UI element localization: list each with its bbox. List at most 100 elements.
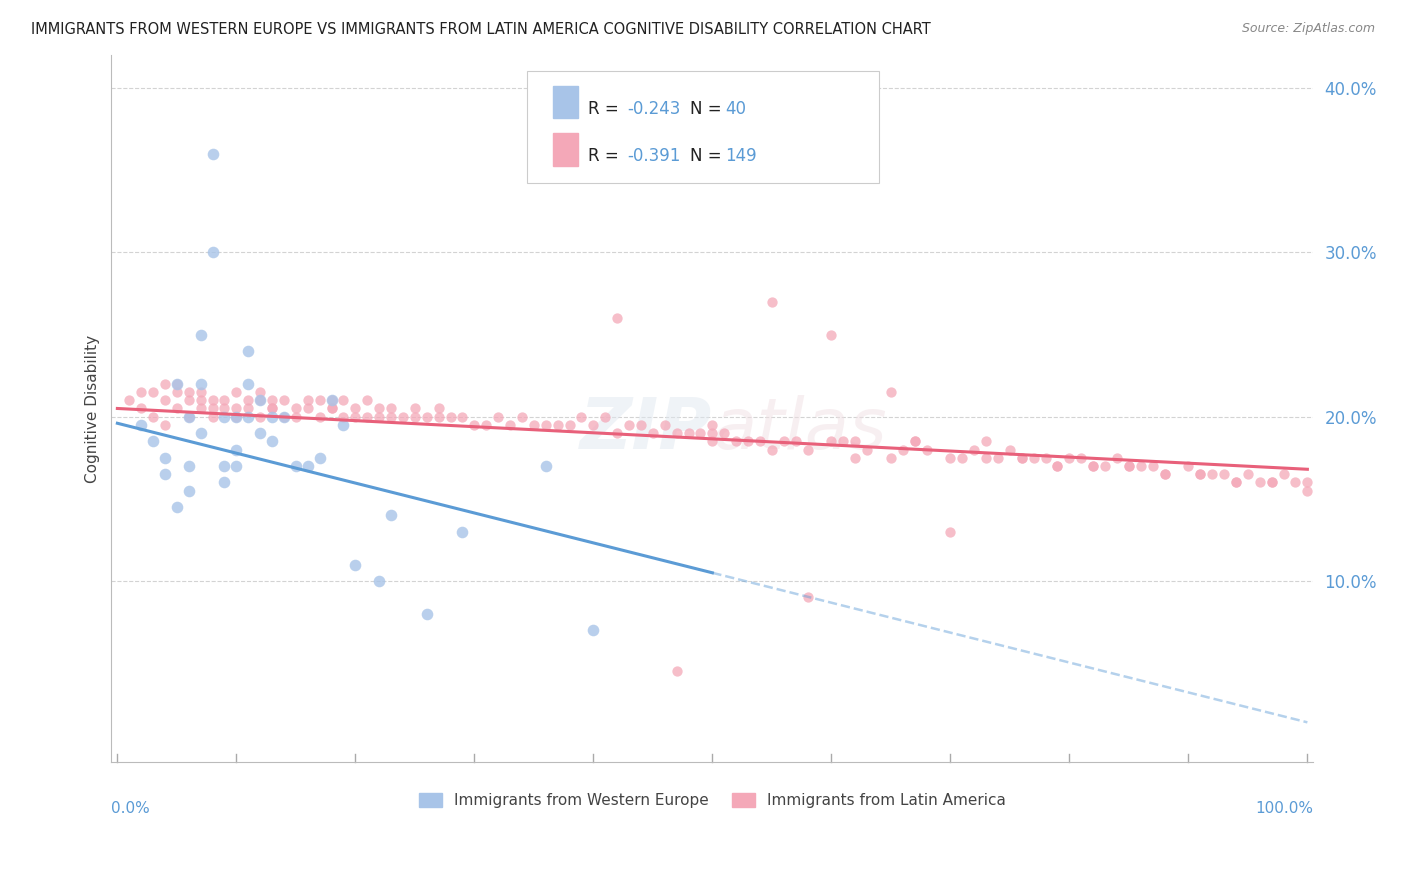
Point (1284, 475, 1306, 490)
Point (177, 393, 200, 408)
Point (177, 409, 200, 424)
Text: Source: ZipAtlas.com: Source: ZipAtlas.com (1241, 22, 1375, 36)
Point (820, 327, 842, 342)
Text: ZIP: ZIP (581, 395, 713, 464)
Point (689, 426, 711, 441)
Point (749, 434, 772, 449)
Point (129, 384, 152, 399)
Point (1225, 475, 1247, 490)
Point (1129, 458, 1152, 473)
Point (201, 245, 224, 260)
Text: -0.243: -0.243 (627, 100, 681, 118)
Point (939, 524, 962, 539)
Point (1011, 450, 1033, 465)
Point (796, 591, 818, 605)
Point (262, 409, 284, 424)
Point (356, 409, 378, 424)
Point (630, 417, 652, 432)
Point (404, 409, 426, 424)
Point (1046, 458, 1069, 473)
Point (273, 409, 295, 424)
Point (416, 409, 439, 424)
Text: -0.391: -0.391 (627, 147, 681, 165)
Point (201, 146, 224, 161)
Point (463, 417, 485, 432)
Point (321, 393, 343, 408)
Point (332, 393, 354, 408)
Point (332, 417, 354, 432)
Point (249, 384, 271, 399)
Point (142, 384, 165, 399)
Point (963, 442, 986, 457)
Point (262, 393, 284, 408)
Point (761, 442, 783, 457)
Point (665, 426, 688, 441)
Point (915, 442, 938, 457)
Point (238, 376, 260, 391)
Point (1260, 475, 1282, 490)
Point (1035, 450, 1057, 465)
Point (238, 409, 260, 424)
Point (262, 401, 284, 416)
Point (1059, 450, 1081, 465)
Point (332, 409, 354, 424)
Text: R =: R = (588, 147, 624, 165)
Point (284, 409, 307, 424)
Point (510, 409, 533, 424)
Point (844, 434, 866, 449)
Point (939, 450, 962, 465)
Point (725, 434, 748, 449)
Point (1118, 458, 1140, 473)
Point (344, 558, 367, 572)
Point (308, 409, 330, 424)
Text: 40: 40 (725, 100, 747, 118)
Point (1272, 467, 1295, 482)
Point (1142, 458, 1164, 473)
Point (262, 401, 284, 416)
Point (1011, 450, 1033, 465)
Point (321, 401, 343, 416)
Point (214, 401, 236, 416)
Point (273, 409, 295, 424)
Point (308, 450, 330, 465)
Point (190, 376, 212, 391)
Point (404, 401, 426, 416)
Point (1249, 475, 1271, 490)
Text: atlas: atlas (713, 395, 887, 464)
Point (904, 434, 927, 449)
Text: N =: N = (690, 100, 727, 118)
Point (617, 417, 640, 432)
Point (190, 426, 212, 441)
Point (761, 294, 783, 309)
Point (380, 401, 402, 416)
Point (1070, 450, 1092, 465)
Point (118, 393, 141, 408)
Point (606, 311, 628, 326)
Legend: Immigrants from Western Europe, Immigrants from Latin America: Immigrants from Western Europe, Immigran… (413, 787, 1012, 814)
Point (523, 417, 546, 432)
Point (974, 434, 997, 449)
Point (904, 434, 927, 449)
Point (702, 426, 724, 441)
Point (225, 409, 247, 424)
Point (225, 384, 247, 399)
Point (439, 409, 461, 424)
Point (166, 384, 188, 399)
Point (344, 401, 367, 416)
Point (1260, 475, 1282, 490)
Point (582, 624, 605, 638)
Text: N =: N = (690, 147, 727, 165)
Point (1213, 467, 1236, 482)
Point (547, 417, 569, 432)
Point (238, 343, 260, 358)
Point (1189, 467, 1212, 482)
Point (950, 450, 973, 465)
Point (820, 434, 842, 449)
Point (153, 393, 176, 408)
Point (880, 450, 903, 465)
Point (344, 409, 367, 424)
Point (153, 450, 176, 465)
Point (737, 434, 759, 449)
Point (297, 458, 319, 473)
Point (201, 393, 224, 408)
